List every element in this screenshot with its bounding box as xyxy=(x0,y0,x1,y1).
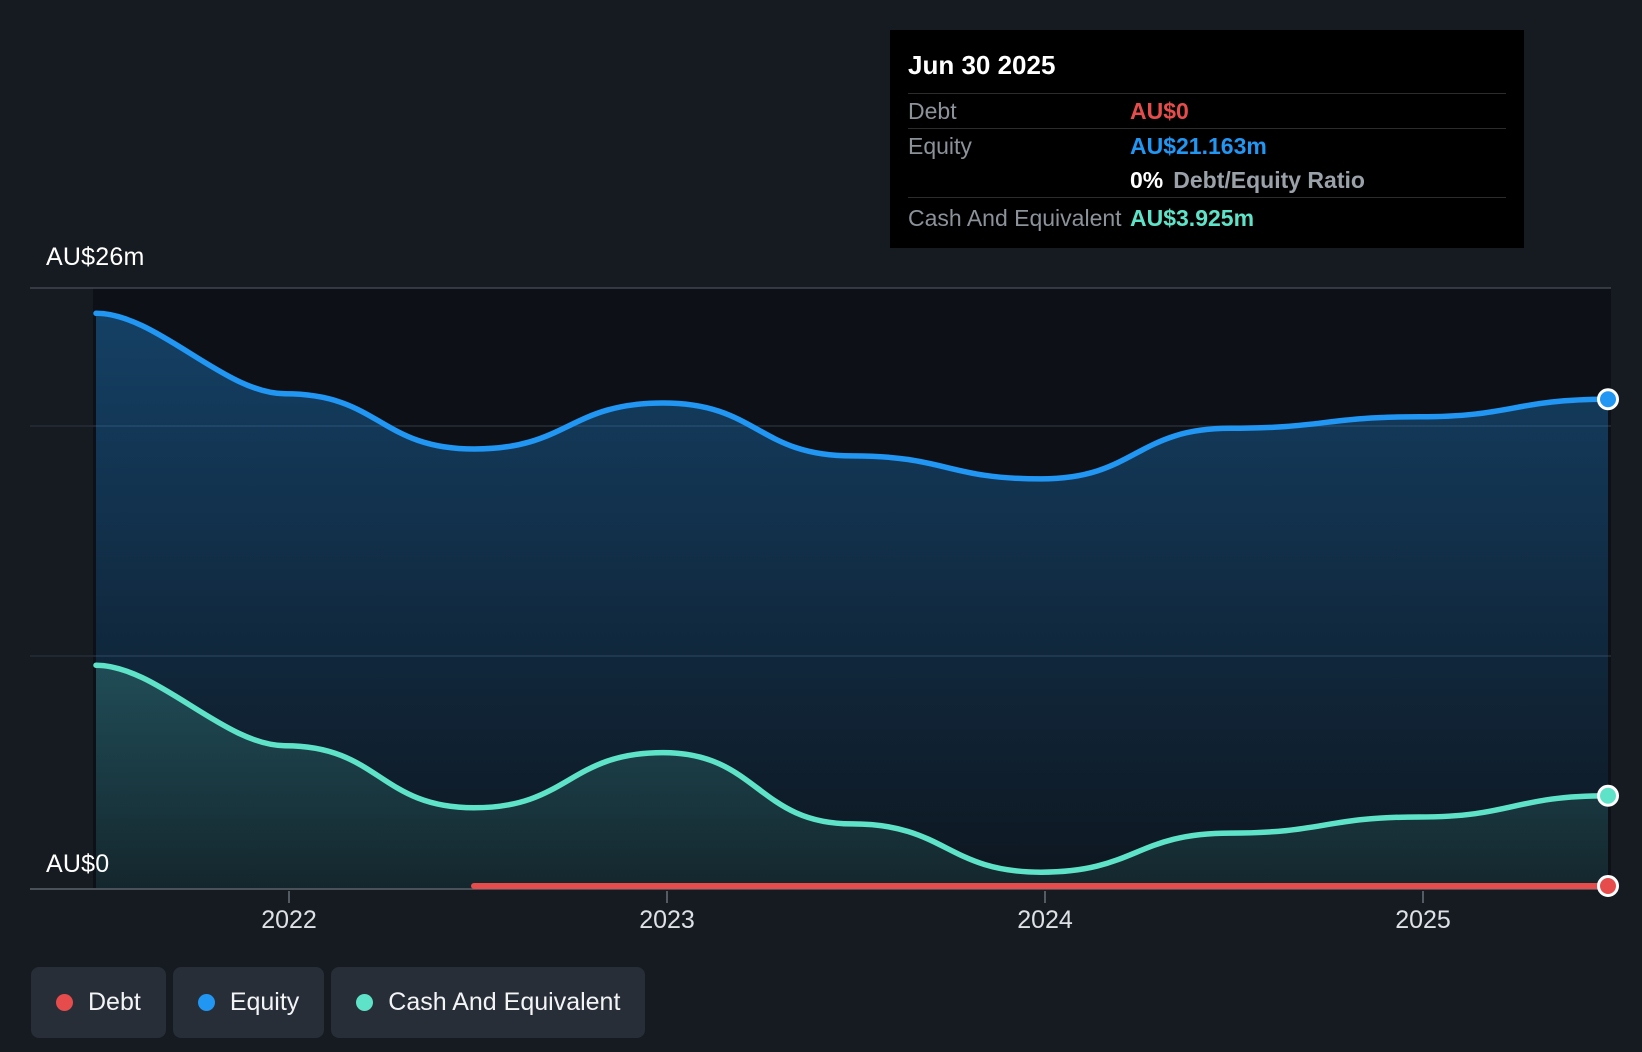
cash-endpoint-marker xyxy=(1597,784,1619,807)
x-axis-year-label: 2022 xyxy=(261,906,317,934)
equity-series-dot-icon xyxy=(197,994,215,1011)
equity-area-fill xyxy=(96,313,1608,888)
cash-series-dot-icon xyxy=(356,994,374,1011)
chart-tooltip: Jun 30 2025 Debt AU$0 Equity AU$21.163m … xyxy=(890,30,1524,248)
cash-line xyxy=(93,662,1611,875)
tooltip-equity-value: AU$21.163m xyxy=(1130,132,1267,159)
y-axis-zero-label: AU$0 xyxy=(46,850,110,878)
tooltip-debt-value: AU$0 xyxy=(1130,97,1189,124)
equity-line xyxy=(93,310,1611,482)
tooltip-debt-label: Debt xyxy=(908,97,957,124)
legend-debt-label: Debt xyxy=(88,988,141,1016)
equity-endpoint-marker xyxy=(1597,388,1619,411)
tooltip-row-debt: Debt AU$0 xyxy=(908,94,1506,129)
x-axis-year-label: 2023 xyxy=(639,906,695,934)
legend-item-cash[interactable]: Cash And Equivalent xyxy=(331,967,646,1038)
legend-cash-label: Cash And Equivalent xyxy=(388,988,621,1016)
y-axis-max-label: AU$26m xyxy=(46,243,145,271)
tooltip-row-cash: Cash And Equivalent AU$3.925m xyxy=(908,198,1506,238)
debt-endpoint-marker xyxy=(1597,875,1619,897)
tooltip-equity-label: Equity xyxy=(908,132,972,159)
chart-legend: Debt Equity Cash And Equivalent xyxy=(31,967,646,1038)
tooltip-ratio-value: 0% xyxy=(1130,166,1164,193)
tooltip-cash-label: Cash And Equivalent xyxy=(908,204,1122,231)
legend-item-equity[interactable]: Equity xyxy=(172,967,325,1038)
x-axis-year-label: 2025 xyxy=(1395,906,1451,934)
legend-item-debt[interactable]: Debt xyxy=(31,967,166,1038)
debt-series-dot-icon xyxy=(56,994,73,1011)
cash-area-fill xyxy=(96,665,1608,888)
tooltip-row-ratio: 0% Debt/Equity Ratio xyxy=(908,163,1506,198)
tooltip-row-equity: Equity AU$21.163m xyxy=(908,129,1506,163)
legend-equity-label: Equity xyxy=(229,988,300,1016)
tooltip-date: Jun 30 2025 xyxy=(908,44,1506,94)
x-axis-year-label: 2024 xyxy=(1017,906,1073,934)
tooltip-cash-value: AU$3.925m xyxy=(1130,204,1255,231)
tooltip-ratio-label: Debt/Equity Ratio xyxy=(1173,166,1365,193)
